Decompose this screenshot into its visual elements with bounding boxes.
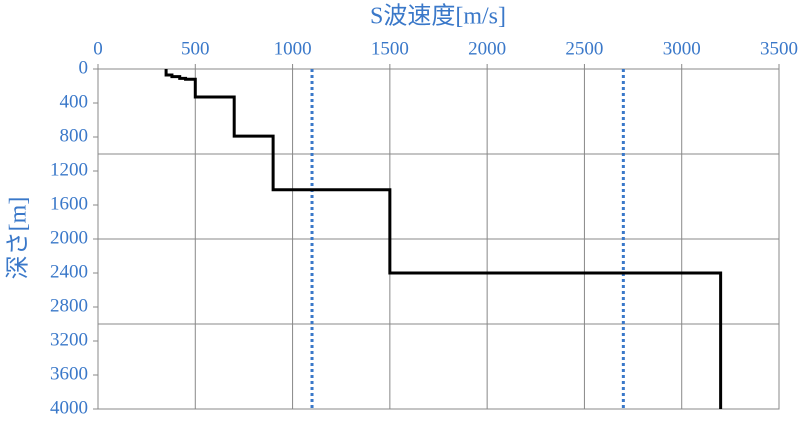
- x-tick-label: 3000: [663, 38, 701, 59]
- x-axis-title: S波速度[m/s]: [370, 3, 506, 30]
- y-tick-label: 400: [60, 91, 89, 112]
- x-tick-label: 2500: [565, 38, 603, 59]
- y-tick-label: 2400: [50, 261, 88, 282]
- y-tick-label: 2000: [50, 227, 88, 248]
- x-tick-label: 1500: [371, 38, 409, 59]
- x-tick-label: 0: [93, 38, 103, 59]
- x-tick-label: 1000: [274, 38, 312, 59]
- y-tick-label: 0: [79, 57, 89, 78]
- y-tick-label: 3600: [50, 363, 88, 384]
- y-tick-label: 1200: [50, 159, 88, 180]
- y-tick-label: 3200: [50, 329, 88, 350]
- x-tick-label: 500: [181, 38, 210, 59]
- x-tick-label: 2000: [468, 38, 506, 59]
- y-tick-label: 4000: [50, 397, 88, 418]
- y-tick-label: 2800: [50, 295, 88, 316]
- y-tick-label: 800: [60, 125, 89, 146]
- y-tick-label: 1600: [50, 193, 88, 214]
- x-tick-label: 3500: [760, 38, 798, 59]
- y-axis-title: 深さ[m]: [5, 197, 32, 280]
- data-line: [164, 69, 723, 409]
